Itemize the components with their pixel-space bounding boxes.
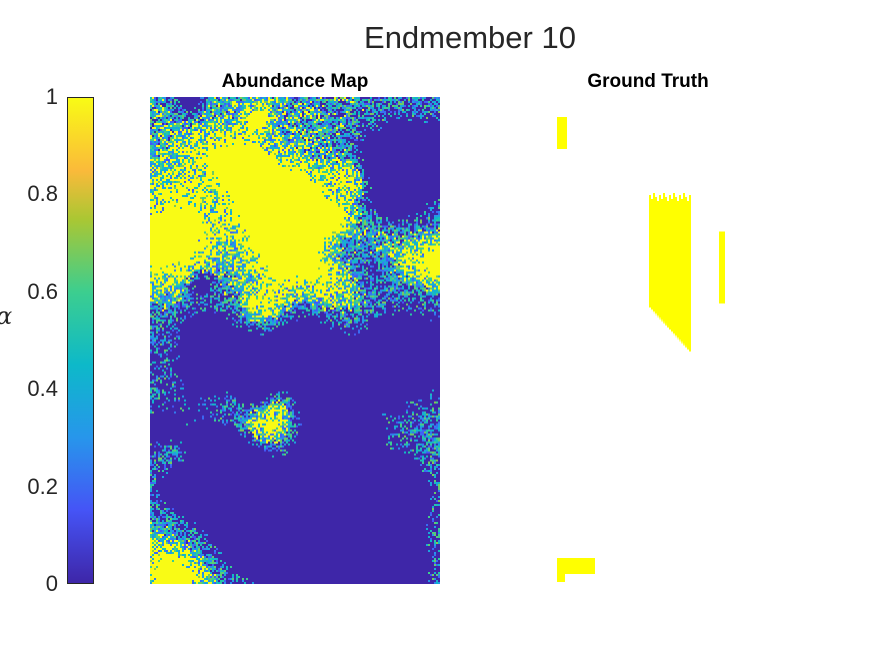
colorbar — [67, 97, 94, 584]
abundance-map-title: Abundance Map — [221, 71, 369, 92]
figure-title: Endmember 10 — [364, 20, 576, 55]
colorbar-tick-label: 0.4 — [27, 376, 58, 402]
ground-truth-title: Ground Truth — [587, 71, 709, 92]
colorbar-tick-label: 0.8 — [27, 181, 58, 207]
colorbar-tick-label: 0.6 — [27, 278, 58, 304]
ground-truth-map — [503, 97, 793, 584]
colorbar-label: α — [0, 302, 12, 330]
colorbar-tick-label: 1 — [45, 84, 58, 109]
colorbar-tick-label: 0 — [45, 571, 58, 596]
abundance-map-heatmap — [150, 97, 440, 584]
colorbar-tick-label: 0.2 — [27, 473, 58, 499]
